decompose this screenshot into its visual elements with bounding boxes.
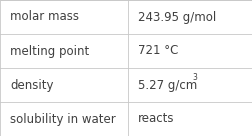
Text: 721 °C: 721 °C bbox=[138, 44, 178, 58]
Text: density: density bbox=[10, 78, 54, 92]
Text: melting point: melting point bbox=[10, 44, 89, 58]
Text: reacts: reacts bbox=[138, 112, 175, 126]
Text: 243.95 g/mol: 243.95 g/mol bbox=[138, 10, 216, 24]
Text: 3: 3 bbox=[192, 73, 197, 82]
Text: molar mass: molar mass bbox=[10, 10, 79, 24]
Text: 5.27 g/cm: 5.27 g/cm bbox=[138, 78, 197, 92]
Text: solubility in water: solubility in water bbox=[10, 112, 116, 126]
